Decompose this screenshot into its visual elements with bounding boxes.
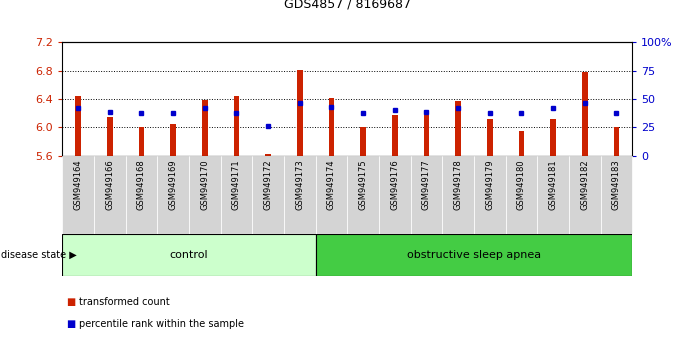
Bar bbox=[474, 156, 506, 234]
Bar bbox=[297, 70, 303, 156]
Bar bbox=[138, 127, 144, 156]
Text: disease state ▶: disease state ▶ bbox=[1, 250, 77, 260]
Bar bbox=[284, 156, 316, 234]
Bar bbox=[506, 156, 538, 234]
Bar bbox=[158, 156, 189, 234]
Bar bbox=[379, 156, 410, 234]
Bar bbox=[94, 156, 126, 234]
Text: GSM949173: GSM949173 bbox=[295, 160, 304, 210]
Text: GSM949183: GSM949183 bbox=[612, 160, 621, 210]
Text: ■: ■ bbox=[66, 319, 75, 329]
Bar bbox=[518, 131, 524, 156]
Text: GDS4857 / 8169687: GDS4857 / 8169687 bbox=[284, 0, 410, 11]
Text: GSM949170: GSM949170 bbox=[200, 160, 209, 210]
Text: GSM949175: GSM949175 bbox=[359, 160, 368, 210]
Bar bbox=[170, 124, 176, 156]
Bar bbox=[442, 156, 474, 234]
Bar bbox=[316, 156, 347, 234]
Bar bbox=[550, 119, 556, 156]
Bar bbox=[600, 156, 632, 234]
Text: obstructive sleep apnea: obstructive sleep apnea bbox=[407, 250, 541, 260]
Text: GSM949164: GSM949164 bbox=[73, 160, 82, 210]
Text: GSM949174: GSM949174 bbox=[327, 160, 336, 210]
Bar bbox=[265, 154, 271, 156]
Text: GSM949179: GSM949179 bbox=[485, 160, 494, 210]
Text: control: control bbox=[169, 250, 208, 260]
Text: GSM949172: GSM949172 bbox=[263, 160, 272, 210]
Text: ■: ■ bbox=[66, 297, 75, 307]
Bar bbox=[487, 119, 493, 156]
Bar bbox=[234, 96, 239, 156]
Text: GSM949166: GSM949166 bbox=[105, 160, 114, 210]
Bar bbox=[328, 98, 334, 156]
Text: GSM949178: GSM949178 bbox=[453, 160, 462, 210]
Text: GSM949176: GSM949176 bbox=[390, 160, 399, 210]
Bar bbox=[582, 72, 587, 156]
Bar bbox=[392, 115, 397, 156]
Text: GSM949181: GSM949181 bbox=[549, 160, 558, 210]
Text: percentile rank within the sample: percentile rank within the sample bbox=[79, 319, 245, 329]
Bar bbox=[107, 117, 113, 156]
Text: GSM949177: GSM949177 bbox=[422, 160, 431, 210]
Bar bbox=[569, 156, 600, 234]
Bar bbox=[202, 100, 207, 156]
Bar bbox=[126, 156, 157, 234]
Bar bbox=[347, 156, 379, 234]
Text: GSM949169: GSM949169 bbox=[169, 160, 178, 210]
Bar bbox=[75, 96, 81, 156]
Bar bbox=[360, 127, 366, 156]
Bar bbox=[424, 115, 429, 156]
Bar bbox=[220, 156, 252, 234]
Bar bbox=[252, 156, 284, 234]
Text: GSM949168: GSM949168 bbox=[137, 160, 146, 210]
Bar bbox=[538, 156, 569, 234]
Bar bbox=[62, 234, 316, 276]
Bar bbox=[316, 234, 632, 276]
Text: GSM949171: GSM949171 bbox=[232, 160, 241, 210]
Bar bbox=[614, 127, 619, 156]
Bar bbox=[455, 101, 461, 156]
Bar bbox=[189, 156, 220, 234]
Text: GSM949180: GSM949180 bbox=[517, 160, 526, 210]
Bar bbox=[62, 156, 94, 234]
Text: GSM949182: GSM949182 bbox=[580, 160, 589, 210]
Text: transformed count: transformed count bbox=[79, 297, 170, 307]
Bar bbox=[410, 156, 442, 234]
